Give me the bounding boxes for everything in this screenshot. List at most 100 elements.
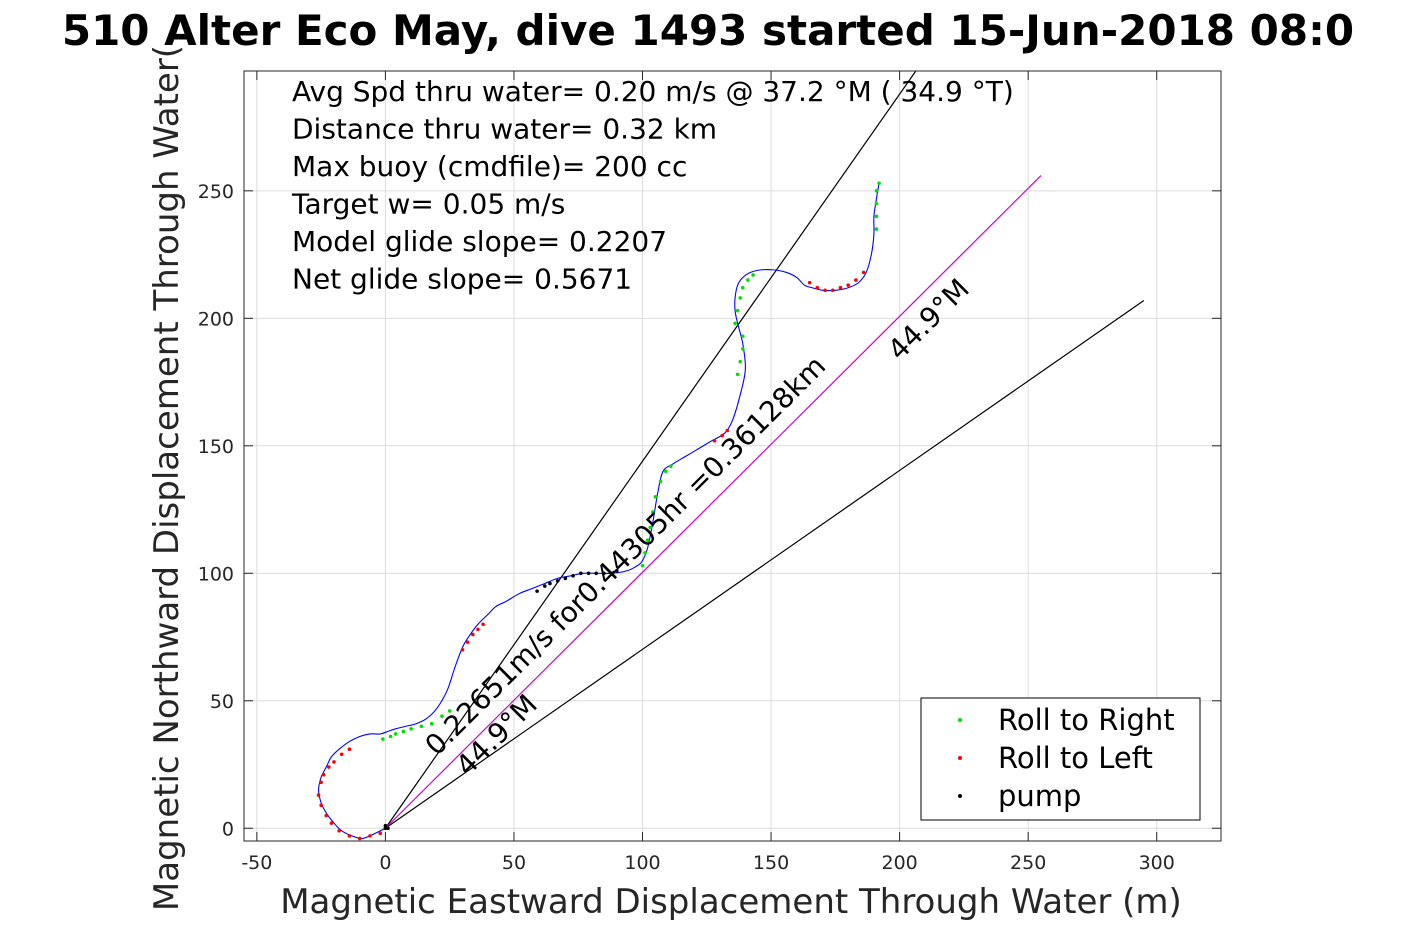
info-text-block: Avg Spd thru water= 0.20 m/s @ 37.2 °M (… <box>291 75 1014 296</box>
roll-to-right-marker <box>393 732 398 736</box>
roll-to-right-marker <box>738 296 743 300</box>
roll-to-right-marker <box>419 724 424 729</box>
y-axis-label: Magnetic Northward Displacement Through … <box>147 45 187 911</box>
x-tick-label: 250 <box>1010 852 1046 874</box>
roll-to-left-marker <box>460 647 465 652</box>
net-displacement-line <box>384 175 1042 829</box>
roll-to-left-marker <box>823 288 827 293</box>
legend-marker <box>958 756 962 760</box>
y-tick-label: 200 <box>198 308 234 330</box>
roll-to-left-marker <box>368 834 372 838</box>
info-line: Distance thru water= 0.32 km <box>292 113 717 146</box>
plot-frame <box>243 70 1222 842</box>
roll-to-left-marker <box>720 433 725 438</box>
roll-to-right-marker <box>663 469 668 474</box>
roll-to-right-marker <box>740 285 745 290</box>
legend-label: Roll to Left <box>998 741 1153 775</box>
roll-to-left-marker <box>378 831 383 836</box>
roll-to-left-marker <box>846 283 850 287</box>
x-tick-label: 150 <box>753 852 789 874</box>
roll-to-right-marker <box>735 372 740 377</box>
pump-marker <box>548 581 552 586</box>
roll-to-right-marker <box>751 273 755 277</box>
roll-to-left-marker <box>838 285 843 290</box>
roll-to-left-marker <box>329 821 334 825</box>
roll-to-left-marker <box>465 640 470 644</box>
roll-to-left-marker <box>319 780 323 785</box>
roll-to-left-marker <box>481 622 485 627</box>
legend: Roll to Right Roll to Left pump <box>920 697 1201 821</box>
roll-to-left-marker <box>321 772 326 777</box>
roll-to-right-marker <box>668 464 673 468</box>
roll-to-left-marker <box>807 280 812 285</box>
roll-to-right-marker <box>874 227 879 231</box>
y-tick-label: 250 <box>198 181 234 203</box>
pump-marker <box>543 584 547 588</box>
roll-to-right-marker <box>874 189 879 193</box>
roll-to-left-marker <box>725 428 730 433</box>
roll-to-left-marker <box>337 829 341 833</box>
info-line: Max buoy (cmdfile)= 200 cc <box>292 150 687 183</box>
pump-marker <box>615 568 619 573</box>
heading-line-steep <box>384 71 917 829</box>
info-line: Avg Spd thru water= 0.20 m/s @ 37.2 °M (… <box>292 75 1014 108</box>
roll-to-left-marker <box>339 752 344 757</box>
y-tick-label: 100 <box>198 563 234 585</box>
roll-to-left-marker <box>347 834 352 838</box>
legend-label: pump <box>998 779 1081 813</box>
axis-ticks: -50 0 50 100 150 200 250 300 0 50 100 150 200 250 <box>198 71 1221 874</box>
roll-to-right-marker <box>381 737 385 741</box>
x-axis-label: Magnetic Eastward Displacement Through W… <box>280 882 1182 922</box>
roll-to-left-marker <box>712 438 717 443</box>
roll-to-right-marker <box>735 308 740 313</box>
roll-to-right-marker <box>746 278 750 282</box>
roll-to-right-marker <box>447 709 452 713</box>
roll-to-right-marker <box>401 729 406 734</box>
x-tick-label: 100 <box>624 852 660 874</box>
roll-to-right-marker <box>648 525 653 530</box>
roll-to-right-marker <box>874 201 879 206</box>
pump-marker <box>383 826 388 831</box>
roll-to-right-marker <box>653 494 658 499</box>
pump-marker <box>535 589 539 593</box>
roll-to-right-marker <box>645 538 650 542</box>
pump-marker <box>579 571 583 576</box>
legend-label: Roll to Right <box>998 703 1175 737</box>
chart-title: 510 Alter Eco May, dive 1493 started 15-… <box>62 6 1354 55</box>
roll-to-right-marker <box>643 551 647 555</box>
x-tick-label: 200 <box>881 852 917 874</box>
roll-to-right-marker <box>738 359 743 364</box>
roll-to-right-marker <box>740 347 745 351</box>
roll-to-left-marker <box>327 765 331 769</box>
roll-to-right-marker <box>440 714 444 718</box>
x-tick-label: 50 <box>502 852 526 874</box>
legend-box <box>920 697 1201 821</box>
y-tick-label: 50 <box>210 691 234 713</box>
roll-to-left-marker <box>861 270 866 275</box>
pump-marker <box>555 579 560 583</box>
roll-to-left-marker <box>854 278 858 282</box>
roll-to-left-marker <box>347 747 352 752</box>
roll-to-right-marker <box>388 734 393 739</box>
roll-to-left-marker <box>830 288 835 293</box>
legend-marker <box>958 718 962 722</box>
roll-to-left-marker <box>316 793 321 797</box>
legend-marker <box>958 794 962 798</box>
roll-to-right-marker <box>650 510 655 514</box>
roll-to-right-marker <box>740 334 745 338</box>
roll-to-left-marker <box>471 632 475 637</box>
roll-to-right-marker <box>877 181 881 185</box>
pump-marker <box>609 571 614 576</box>
roll-to-right-marker <box>874 214 879 219</box>
x-tick-label: 300 <box>1139 852 1175 874</box>
x-tick-label: 0 <box>379 852 391 874</box>
plot-contents <box>316 71 1145 841</box>
pump-marker <box>594 571 599 576</box>
pump-marker <box>602 571 606 576</box>
heading-line-shallow <box>385 299 1145 829</box>
info-line: Net glide slope= 0.5671 <box>292 263 632 296</box>
roll-to-right-marker <box>658 479 663 484</box>
info-line: Model glide slope= 0.2207 <box>292 225 667 258</box>
pump-marker <box>586 571 591 576</box>
info-line: Target w= 0.05 m/s <box>291 188 565 221</box>
